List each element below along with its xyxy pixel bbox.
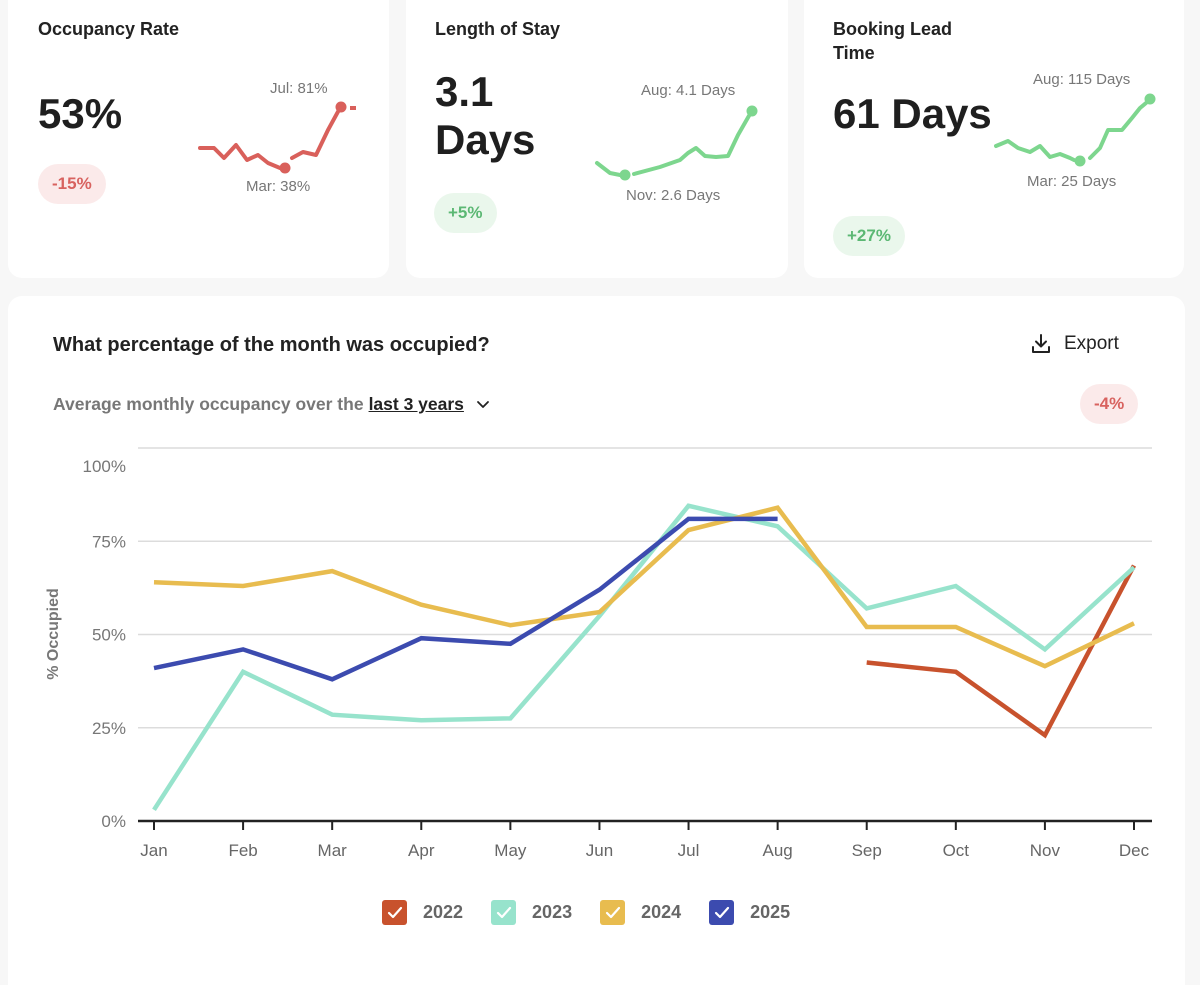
x-tick-label: Feb [228, 841, 257, 860]
y-tick-label: 75% [92, 532, 126, 551]
x-tick-label: Aug [763, 841, 793, 860]
y-tick-label: 0% [101, 812, 126, 831]
sparkline-high-point [746, 105, 758, 117]
x-tick-label: Sep [852, 841, 882, 860]
subtitle-text: Average monthly occupancy over the [53, 394, 364, 414]
sparkline-high-point [335, 101, 347, 113]
legend-label: 2025 [750, 902, 791, 922]
sparkline-low-label: Mar: 25 Days [1027, 173, 1117, 190]
kpi-title: Length of Stay [435, 19, 560, 39]
sparkline-line [1088, 101, 1148, 160]
x-tick-label: Jul [678, 841, 700, 860]
sparkline-low-point [619, 169, 631, 181]
sparkline-line [198, 143, 282, 170]
checkbox-checked-icon[interactable] [709, 900, 735, 925]
change-badge: +27% [833, 216, 905, 256]
export-label: Export [1064, 333, 1119, 354]
sparkline-line [994, 139, 1076, 162]
period-selector-link[interactable]: last 3 years [368, 394, 464, 414]
series-line-2022 [866, 564, 1136, 739]
booking-lead-time-sparkline [994, 93, 1156, 167]
y-tick-label: 50% [92, 626, 126, 645]
chart-change-badge: -4% [1080, 384, 1139, 424]
sparkline-line [290, 106, 342, 160]
sparkline-line [595, 161, 622, 177]
y-axis-label: % Occupied [45, 588, 62, 680]
occupancy-rate-card: Occupancy Rate 53% -15% Jul: 81% Mar: 38… [8, 0, 389, 278]
legend-item-2022[interactable]: 2022 [382, 900, 463, 925]
series-line-2023 [152, 503, 1136, 812]
checkbox-checked-icon[interactable] [600, 900, 626, 925]
x-tick-label: Mar [318, 841, 348, 860]
sparkline-low-point [1074, 155, 1086, 167]
sparkline-high-label: Aug: 115 Days [1033, 71, 1131, 88]
kpi-value: 3.1 Days [435, 68, 536, 163]
x-tick-label: May [494, 841, 527, 860]
y-tick-label: 100% [83, 457, 126, 476]
legend-label: 2024 [641, 902, 682, 922]
occupancy-line-chart: 0% 25% 50% 75% 100% Jan Feb Mar Apr May Jun Jul Aug… [45, 447, 1152, 860]
x-tick-label: Jan [140, 841, 167, 860]
chart-title: What percentage of the month was occupie… [53, 334, 490, 356]
checkbox-checked-icon[interactable] [491, 900, 517, 925]
sparkline-low-label: Mar: 38% [246, 178, 311, 195]
legend-item-2023[interactable]: 2023 [491, 900, 572, 925]
export-button[interactable]: Export [1030, 333, 1119, 355]
series-line-2024 [153, 505, 1135, 669]
sparkline-low-label: Nov: 2.6 Days [626, 187, 721, 204]
chart-legend: 2022 2023 2024 2025 [382, 900, 790, 925]
length-of-stay-sparkline [595, 105, 758, 181]
chevron-down-icon[interactable] [476, 400, 490, 410]
checkbox-checked-icon[interactable] [382, 900, 407, 925]
length-of-stay-card: Length of Stay 3.1 Days +5% Aug: 4.1 Day… [406, 0, 788, 278]
sparkline-high-label: Jul: 81% [270, 80, 328, 97]
kpi-value: 61 Days [833, 90, 992, 137]
legend-label: 2022 [423, 902, 464, 922]
y-tick-label: 25% [92, 719, 126, 738]
chart-subtitle: Average monthly occupancy over the last … [53, 394, 490, 415]
change-badge: -15% [38, 164, 106, 204]
download-icon [1032, 334, 1050, 353]
legend-item-2025[interactable]: 2025 [709, 900, 790, 925]
x-tick-label: Oct [943, 841, 970, 860]
sparkline-low-point [279, 162, 291, 174]
booking-lead-time-card: Booking Lead Time 61 Days +27% Aug: 115 … [804, 0, 1184, 278]
legend-label: 2023 [532, 902, 573, 922]
sparkline-high-label: Aug: 4.1 Days [641, 82, 736, 99]
occupancy-chart-card: What percentage of the month was occupie… [8, 296, 1185, 985]
sparkline-high-point [1144, 93, 1156, 105]
kpi-title: Occupancy Rate [38, 19, 180, 39]
series-line-2025 [153, 516, 778, 682]
change-badge: +5% [434, 193, 497, 233]
legend-item-2024[interactable]: 2024 [600, 900, 681, 925]
x-tick-label: Jun [586, 841, 613, 860]
sparkline-line [632, 112, 752, 176]
x-tick-label: Apr [408, 841, 435, 860]
x-tick-label: Nov [1030, 841, 1061, 860]
occupancy-sparkline [198, 101, 356, 174]
kpi-title: Booking Lead Time [833, 19, 953, 63]
kpi-value: 53% [38, 90, 123, 137]
x-tick-label: Dec [1119, 841, 1150, 860]
